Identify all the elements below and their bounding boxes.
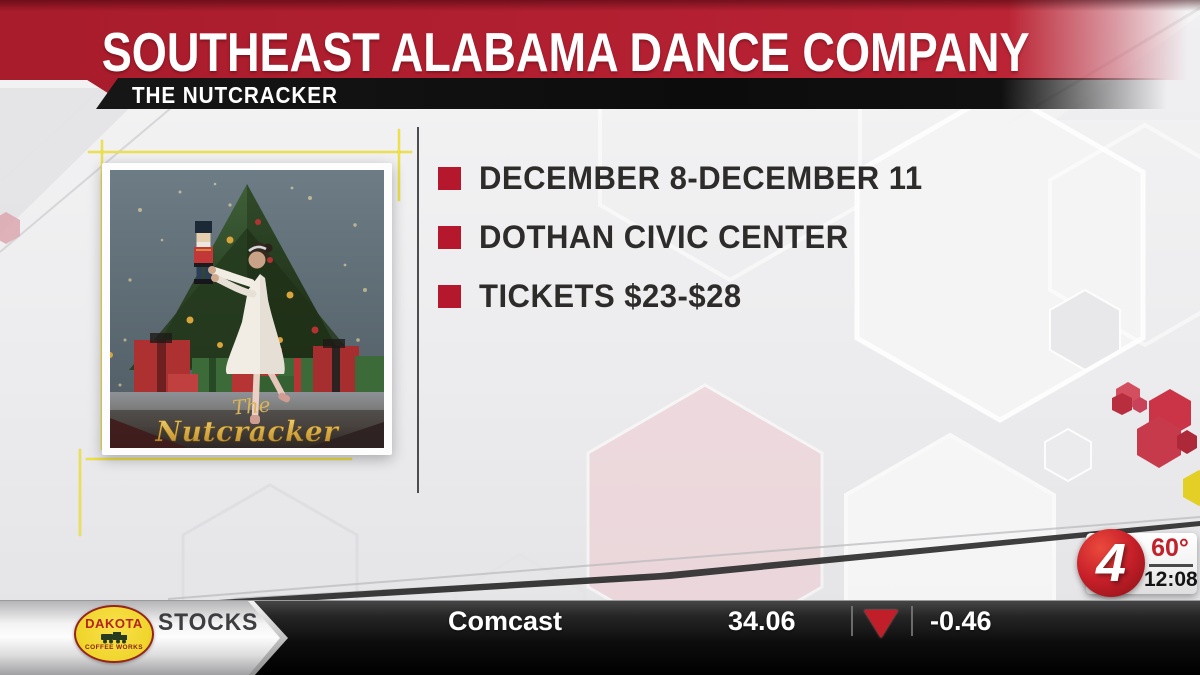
ticker-divider <box>911 606 913 636</box>
bullet-square-icon <box>438 166 461 190</box>
ticker-divider <box>851 606 853 636</box>
vertical-divider <box>417 127 419 493</box>
bullet-square-icon <box>438 284 461 308</box>
nutcracker-poster-image: The Nutcracker <box>102 163 392 455</box>
headline-banner: SOUTHEAST ALABAMA DANCE COMPANY <box>0 0 1200 80</box>
list-item: DECEMBER 8-DECEMBER 11 <box>438 161 936 195</box>
ticker-section-label: STOCKS <box>158 609 259 636</box>
clock-readout: 12:08 <box>1144 568 1198 591</box>
stock-ticker-bar <box>0 600 1200 675</box>
event-venue: DOTHAN CIVIC CENTER <box>479 219 849 255</box>
train-icon <box>99 631 129 644</box>
topic-bar: THE NUTCRACKER <box>96 78 1200 109</box>
poster-caption-top: The <box>231 392 271 419</box>
sponsor-subtitle: COFFEE WORKS <box>85 644 143 651</box>
event-dates: DECEMBER 8-DECEMBER 11 <box>479 160 923 196</box>
channel-4-logo: 4 <box>1077 529 1145 597</box>
bullet-square-icon <box>438 225 461 249</box>
event-tickets: TICKETS $23-$28 <box>479 278 742 314</box>
list-item: TICKETS $23-$28 <box>438 279 936 313</box>
nutcracker-doll <box>194 221 213 284</box>
stock-symbol: Comcast <box>448 606 563 636</box>
frame-mark-top <box>88 151 412 153</box>
topic-label: THE NUTCRACKER <box>132 82 338 108</box>
stock-price: 34.06 <box>728 606 796 636</box>
sponsor-name: DAKOTA <box>85 616 143 631</box>
stock-down-triangle-icon <box>864 610 898 638</box>
event-details-list: DECEMBER 8-DECEMBER 11 DOTHAN CIVIC CENT… <box>438 161 936 338</box>
ballerina <box>208 242 291 424</box>
stock-change: -0.46 <box>930 606 992 636</box>
temperature-readout: 60° <box>1151 534 1189 562</box>
headline-title: SOUTHEAST ALABAMA DANCE COMPANY <box>101 21 1030 83</box>
poster-caption-main: Nutcracker <box>155 415 341 448</box>
list-item: DOTHAN CIVIC CENTER <box>438 220 936 254</box>
bug-divider <box>1149 564 1193 567</box>
frame-mark-bottom <box>86 458 352 460</box>
frame-mark-right <box>398 129 400 201</box>
frame-mark-bottom-left <box>79 449 81 536</box>
channel-number: 4 <box>1095 533 1127 593</box>
dakota-coffee-works-logo: DAKOTA COFFEE WORKS <box>74 605 154 663</box>
